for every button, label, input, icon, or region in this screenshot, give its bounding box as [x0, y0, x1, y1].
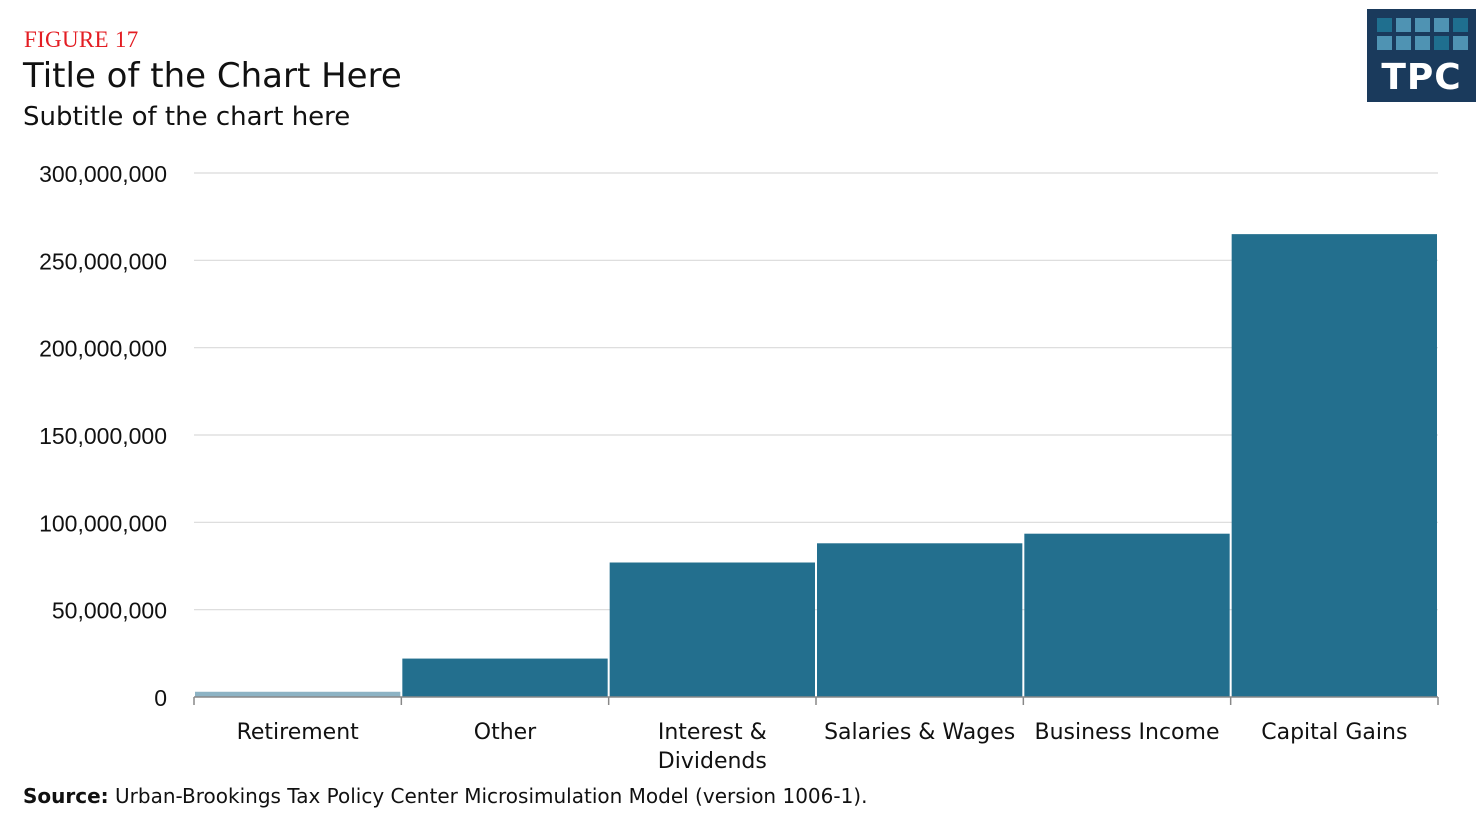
logo-square: [1415, 36, 1430, 50]
logo-text: TPC: [1381, 57, 1462, 98]
logo-square: [1377, 36, 1392, 50]
x-tick-label: Business Income: [1035, 720, 1220, 745]
logo-square: [1453, 18, 1468, 32]
logo-square: [1434, 18, 1449, 32]
y-tick-label: 100,000,000: [39, 510, 167, 536]
logo-square: [1396, 18, 1411, 32]
x-tick-label: Retirement: [237, 720, 360, 745]
logo-square: [1434, 36, 1449, 50]
logo-square: [1377, 18, 1392, 32]
bar: [1024, 533, 1230, 697]
source-label: Source:: [23, 784, 109, 808]
source-text: Urban-Brookings Tax Policy Center Micros…: [115, 784, 868, 808]
y-tick-label: 50,000,000: [52, 598, 167, 624]
bar: [1231, 234, 1437, 697]
figure-label: FIGURE 17: [24, 27, 139, 52]
chart-subtitle: Subtitle of the chart here: [23, 102, 351, 132]
bar: [609, 562, 815, 697]
logo-square: [1396, 36, 1411, 50]
y-tick-label: 250,000,000: [39, 248, 167, 274]
bar: [817, 543, 1023, 697]
y-tick-label: 300,000,000: [39, 161, 167, 187]
bar: [402, 658, 608, 697]
x-tick-label: Salaries & Wages: [824, 720, 1015, 745]
source-note: Source: Urban-Brookings Tax Policy Cente…: [23, 784, 867, 808]
x-tick-label: Capital Gains: [1261, 720, 1407, 745]
y-tick-label: 0: [154, 685, 167, 711]
y-tick-label: 150,000,000: [39, 423, 167, 449]
logo-square: [1415, 18, 1430, 32]
x-tick-label: Interest & Dividends: [658, 720, 767, 774]
y-tick-label: 200,000,000: [39, 336, 167, 362]
bar: [195, 691, 401, 697]
bar-chart: 0 50,000,000 100,000,000 150,000,000 200,000…: [39, 161, 1439, 774]
tpc-logo: TPC: [1367, 9, 1476, 102]
logo-square: [1453, 36, 1468, 50]
x-tick-label: Other: [474, 720, 537, 745]
chart-title: Title of the Chart Here: [23, 56, 402, 96]
